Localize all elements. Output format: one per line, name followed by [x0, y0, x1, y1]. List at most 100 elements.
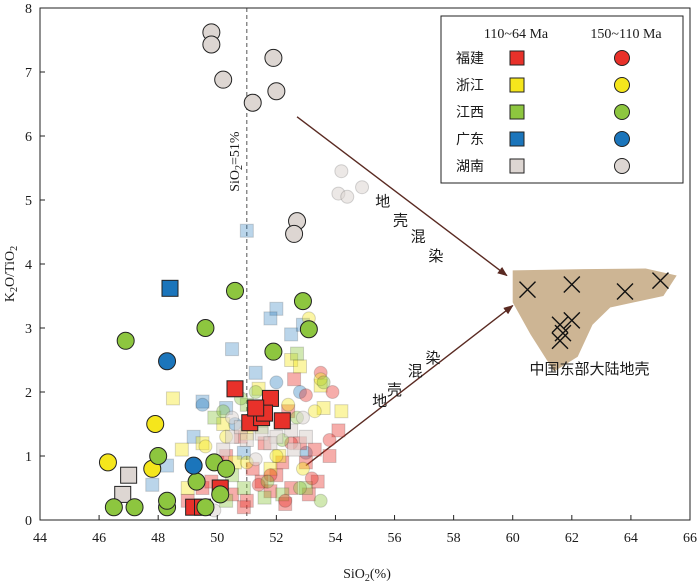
point-浙江-sq-13 — [165, 391, 180, 406]
x-tick-label-56: 56 — [388, 531, 402, 546]
point-广东-ci-0 — [293, 385, 307, 399]
x-tick-label-50: 50 — [210, 531, 224, 546]
point-福建-sq-9 — [247, 399, 265, 417]
point-江西-ci-6 — [299, 320, 318, 339]
point-浙江-ci-0 — [98, 453, 117, 472]
x-tick-label-60: 60 — [506, 531, 520, 546]
point-广东-sq-5 — [219, 401, 234, 415]
point-浙江-ci-4 — [313, 372, 328, 387]
legend-label-福建: 福建 — [456, 51, 484, 67]
lower-arrow-char-0: 地 — [372, 393, 387, 410]
point-浙江-sq-14 — [313, 378, 328, 393]
point-广东-sq-4 — [195, 394, 210, 409]
point-湖南-ci-2 — [355, 180, 370, 195]
legend-square-广东 — [509, 131, 525, 147]
point-福建-sq-9 — [322, 449, 337, 463]
point-湖南-sq-5 — [298, 429, 313, 444]
x-axis-label: SiO2(%) — [343, 567, 391, 583]
point-广东-sq-1 — [269, 301, 284, 316]
point-浙江-ci-1 — [295, 461, 310, 476]
point-湖南-ci-2 — [214, 70, 233, 89]
crust-point-7 — [551, 332, 569, 350]
y-tick-label-4: 4 — [25, 258, 32, 273]
y-tick-label-5: 5 — [25, 194, 32, 209]
legend-circle-湖南 — [614, 158, 630, 174]
x-tick-label-62: 62 — [565, 531, 579, 546]
point-福建-ci-8 — [251, 477, 266, 492]
point-浙江-sq-4 — [284, 353, 299, 367]
y-axis-label: K2O/TiO2 — [3, 246, 20, 302]
point-江西-ci-12 — [125, 498, 144, 517]
y-tick-label-2: 2 — [25, 386, 32, 401]
point-江西-ci-1 — [316, 375, 331, 390]
point-福建-sq-23 — [278, 497, 293, 511]
lower-arrow-char-3: 染 — [425, 350, 440, 367]
x-tick-label-48: 48 — [151, 531, 165, 546]
point-福建-sq-22 — [236, 500, 251, 515]
y-tick-label-0: 0 — [25, 514, 32, 529]
crust-field — [512, 268, 677, 372]
x-tick-label-54: 54 — [328, 531, 342, 546]
sio2-51-label: SiO2=51% — [228, 131, 245, 192]
point-湖南-sq-7 — [263, 436, 278, 451]
point-湖南-ci-4 — [267, 82, 286, 101]
point-福建-sq-11 — [275, 455, 290, 470]
legend-square-浙江 — [509, 77, 525, 93]
point-福建-ci-4 — [263, 468, 278, 483]
legend-square-福建 — [509, 50, 525, 66]
point-江西-sq-2 — [236, 481, 251, 495]
y-tick-label-7: 7 — [25, 66, 32, 81]
point-福建-sq-7 — [298, 455, 313, 470]
legend-box — [440, 15, 684, 184]
point-江西-ci-14 — [158, 491, 177, 510]
point-广东-ci-1 — [184, 456, 203, 475]
point-福建-ci-5 — [304, 471, 319, 486]
point-湖南-sq-8 — [216, 442, 231, 457]
legend-circle-江西 — [614, 104, 630, 120]
point-江西-ci-10 — [211, 485, 230, 504]
point-福建-sq-3 — [239, 493, 254, 508]
point-湖南-sq-9 — [287, 442, 302, 457]
point-湖南-ci-0 — [334, 164, 349, 179]
point-广东-sq-0 — [161, 279, 179, 297]
point-江西-sq-4 — [275, 487, 290, 502]
point-广东-ci-3 — [269, 375, 284, 390]
point-浙江-sq-1 — [195, 436, 210, 451]
point-福建-sq-17 — [310, 474, 325, 489]
point-浙江-ci-0 — [269, 449, 284, 463]
legend-label-广东: 广东 — [456, 132, 484, 148]
point-江西-sq-5 — [298, 481, 313, 495]
axes-layer: 44 46 48 50 52 54 56 58 60 62 64 66012345678SiO2(%)… — [3, 2, 697, 584]
points-layer — [98, 23, 370, 518]
point-江西-ci-0 — [116, 331, 135, 350]
point-广东-ci-2 — [195, 397, 210, 412]
point-湖南-ci-7 — [285, 224, 304, 243]
point-湖南-sq-1 — [239, 433, 254, 447]
vline-layer: SiO2=51% — [228, 8, 248, 520]
point-江西-ci-3 — [248, 385, 263, 399]
point-湖南-sq-1 — [120, 466, 138, 484]
point-湖南-ci-5 — [243, 93, 262, 112]
point-江西-sq-9 — [290, 346, 305, 361]
lower-arrow-char-1: 壳 — [387, 382, 402, 399]
point-福建-ci-0 — [313, 365, 328, 380]
point-广东-sq-11 — [186, 429, 201, 444]
x-tick-label-58: 58 — [447, 531, 461, 546]
point-福建-sq-18 — [287, 372, 302, 387]
point-江西-ci-9 — [217, 459, 236, 478]
point-福建-ci-2 — [298, 388, 313, 403]
point-湖南-ci-3 — [264, 48, 283, 67]
point-浙江-ci-7 — [198, 439, 213, 454]
x-tick-label-66: 66 — [683, 531, 697, 546]
legend-header-1: 150~110 Ma — [590, 27, 662, 42]
x-tick-label-44: 44 — [33, 531, 47, 546]
point-浙江-ci-3 — [307, 404, 322, 419]
point-江西-sq-3 — [257, 490, 272, 505]
upper-arrow — [296, 116, 508, 277]
upper-arrow-char-1: 壳 — [393, 213, 408, 230]
point-江西-ci-1 — [149, 447, 168, 465]
point-广东-ci-0 — [158, 352, 177, 371]
